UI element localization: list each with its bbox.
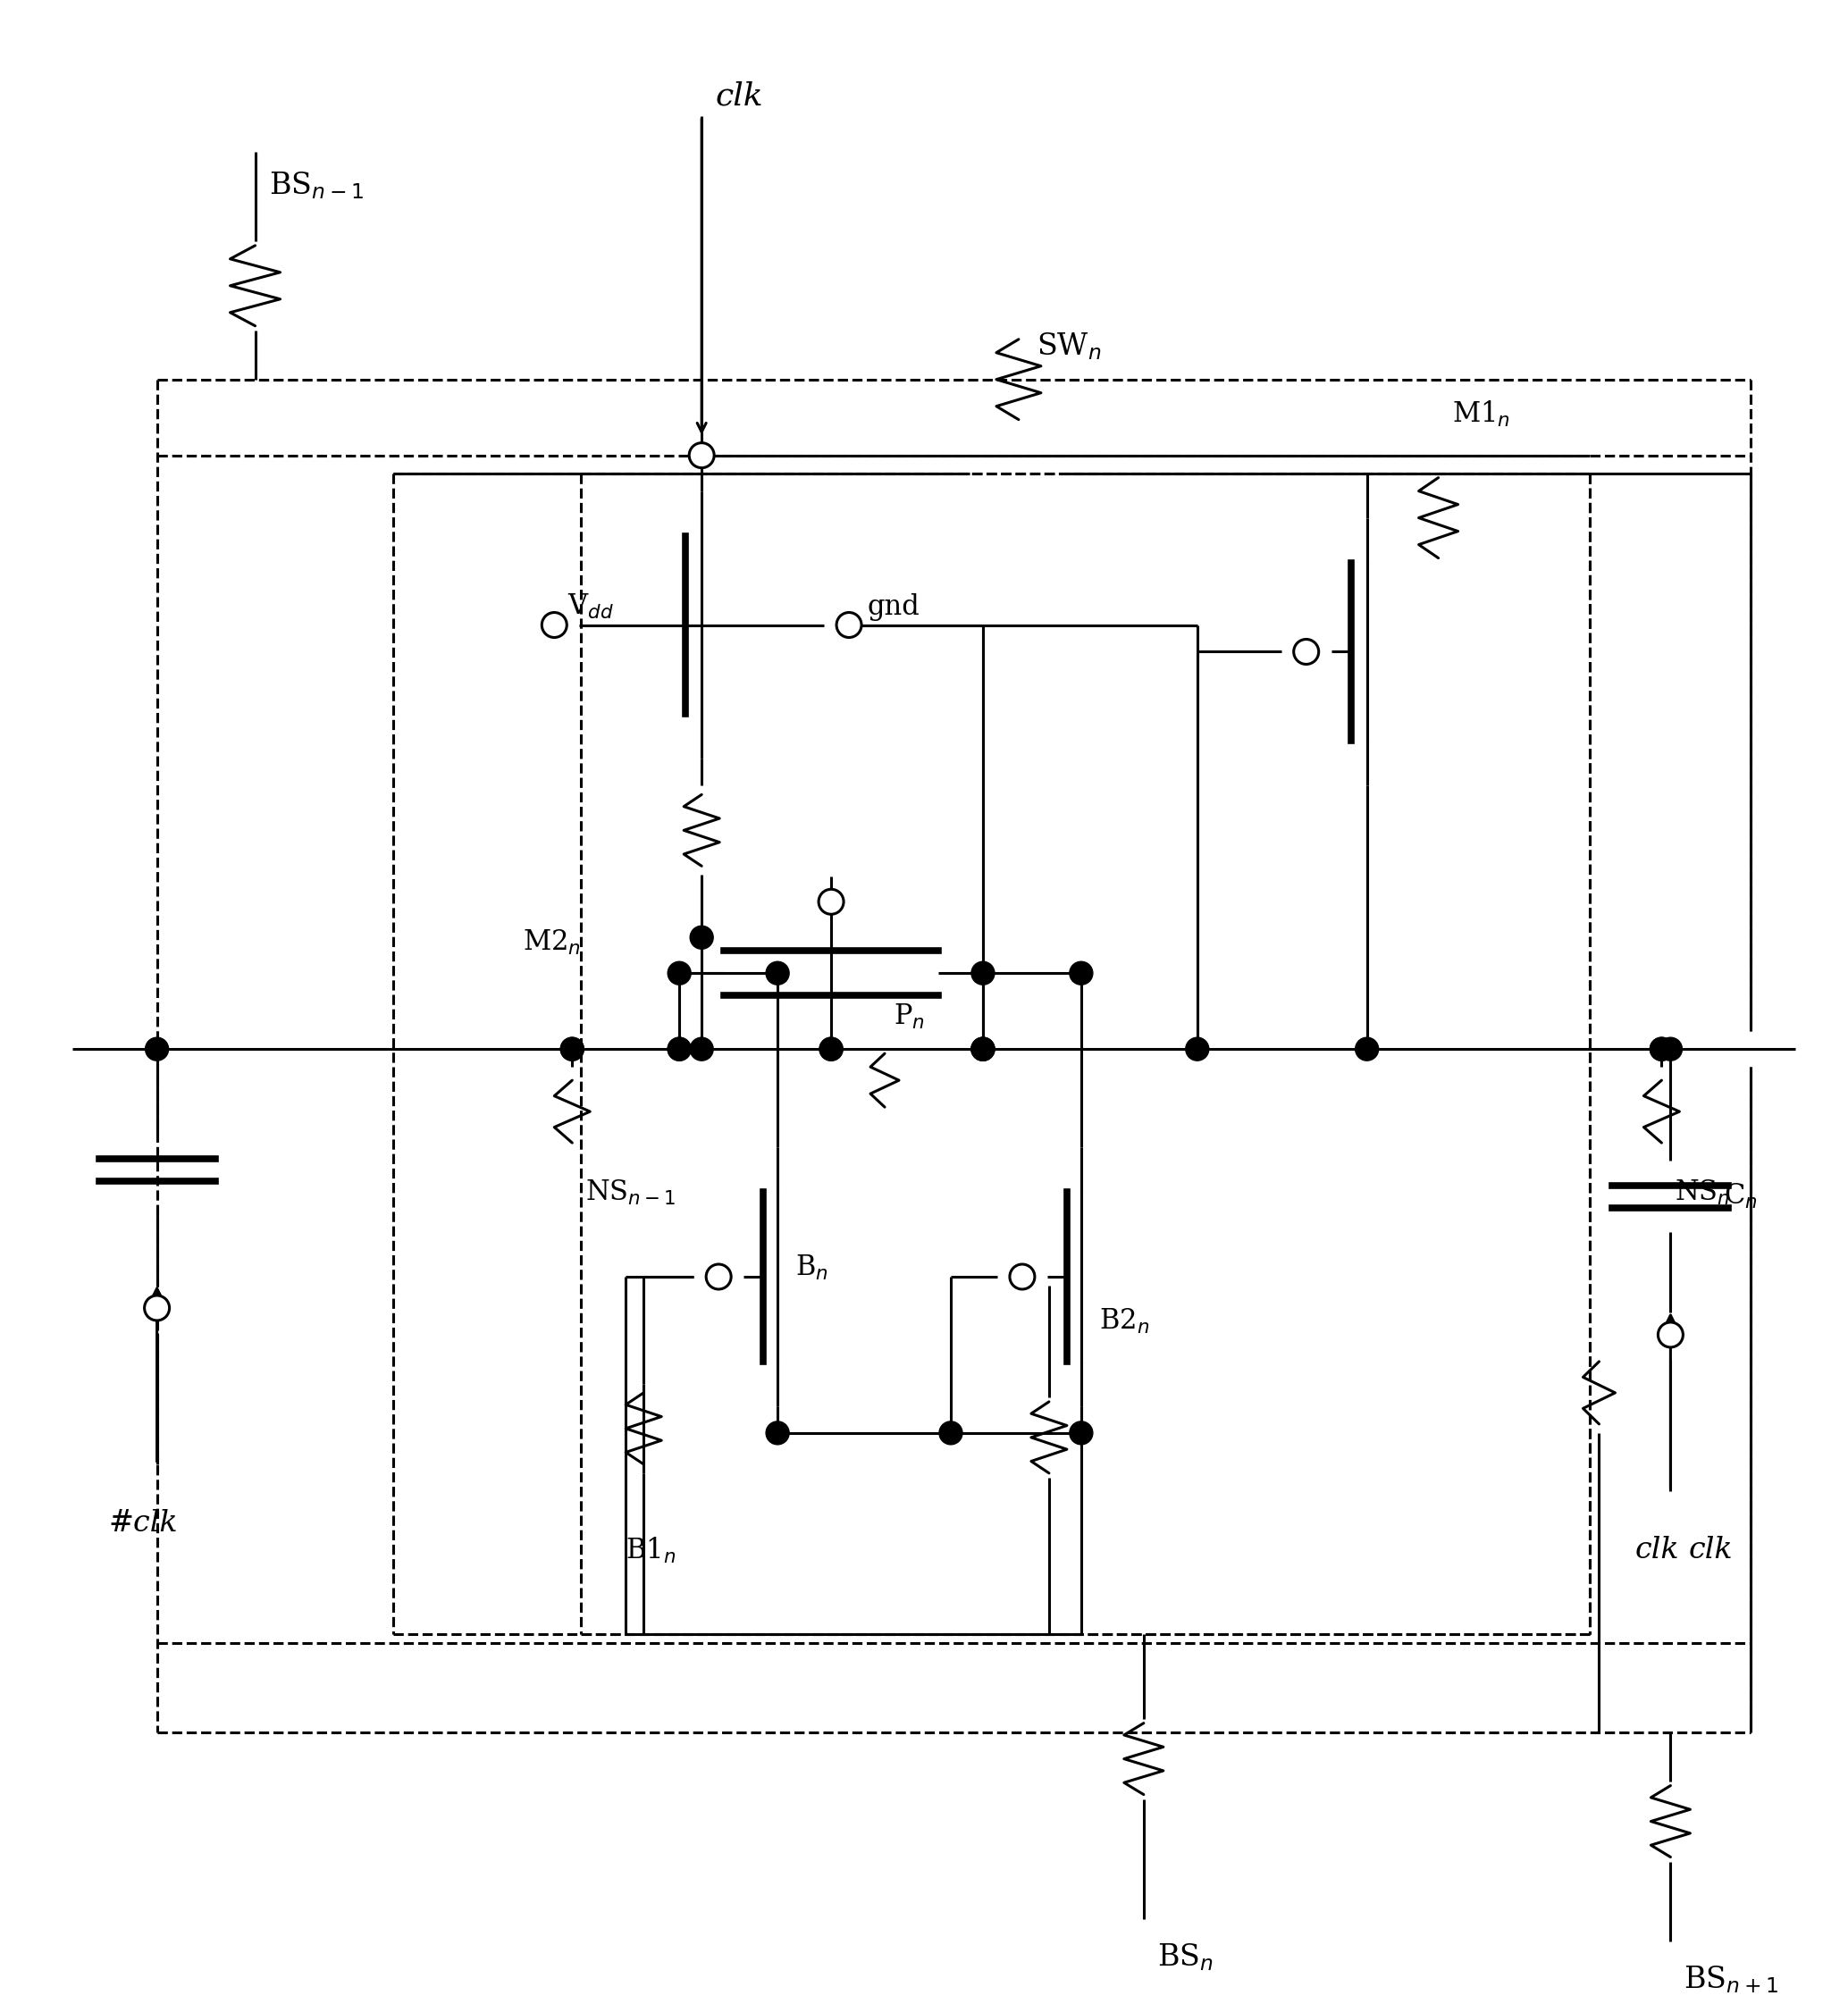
Circle shape — [541, 613, 567, 637]
Circle shape — [1650, 1038, 1672, 1060]
Circle shape — [819, 1038, 843, 1060]
Text: B1$_n$: B1$_n$ — [626, 1535, 676, 1565]
Text: B2$_n$: B2$_n$ — [1100, 1307, 1149, 1337]
Circle shape — [706, 1265, 732, 1289]
Text: BS$_{n-1}$: BS$_{n-1}$ — [268, 170, 364, 200]
Circle shape — [1658, 1323, 1684, 1347]
Circle shape — [560, 1038, 584, 1060]
Circle shape — [667, 1038, 691, 1060]
Text: M2$_n$: M2$_n$ — [523, 928, 580, 958]
Circle shape — [1660, 1038, 1682, 1060]
Circle shape — [1186, 1038, 1209, 1060]
Text: V$_{dd}$: V$_{dd}$ — [567, 591, 614, 621]
Circle shape — [819, 1038, 843, 1060]
Circle shape — [837, 613, 861, 637]
Circle shape — [972, 1038, 994, 1060]
Circle shape — [1355, 1038, 1379, 1060]
Text: B$_n$: B$_n$ — [795, 1252, 828, 1283]
Text: BS$_{n+1}$: BS$_{n+1}$ — [1684, 1964, 1778, 1996]
Text: SW$_n$: SW$_n$ — [1037, 331, 1101, 361]
Circle shape — [1009, 1265, 1035, 1289]
Text: clk: clk — [1689, 1535, 1733, 1565]
Circle shape — [765, 1421, 789, 1445]
Text: P$_n$: P$_n$ — [894, 1002, 924, 1032]
Circle shape — [667, 962, 691, 984]
Circle shape — [1650, 1038, 1672, 1060]
Circle shape — [939, 1421, 963, 1445]
Circle shape — [689, 1038, 713, 1060]
Text: M1$_n$: M1$_n$ — [1453, 399, 1510, 429]
Text: NS$_{n-1}$: NS$_{n-1}$ — [586, 1178, 676, 1206]
Text: C$_n$: C$_n$ — [1724, 1182, 1757, 1210]
Text: gnd: gnd — [867, 593, 918, 621]
Circle shape — [765, 962, 789, 984]
Circle shape — [972, 962, 994, 984]
Text: #clk: #clk — [109, 1509, 177, 1537]
Circle shape — [667, 1038, 691, 1060]
Text: NS$_n$: NS$_n$ — [1674, 1178, 1730, 1206]
Circle shape — [689, 926, 713, 950]
Circle shape — [1294, 639, 1319, 663]
Text: BS$_n$: BS$_n$ — [1157, 1942, 1214, 1972]
Circle shape — [972, 1038, 994, 1060]
Text: clk: clk — [715, 82, 763, 112]
Circle shape — [972, 1038, 994, 1060]
Text: clk: clk — [1635, 1535, 1680, 1565]
Circle shape — [689, 443, 713, 467]
Circle shape — [1070, 962, 1092, 984]
Circle shape — [1070, 1421, 1092, 1445]
Circle shape — [819, 890, 845, 914]
Circle shape — [144, 1295, 170, 1321]
Circle shape — [146, 1038, 168, 1060]
Circle shape — [560, 1038, 584, 1060]
